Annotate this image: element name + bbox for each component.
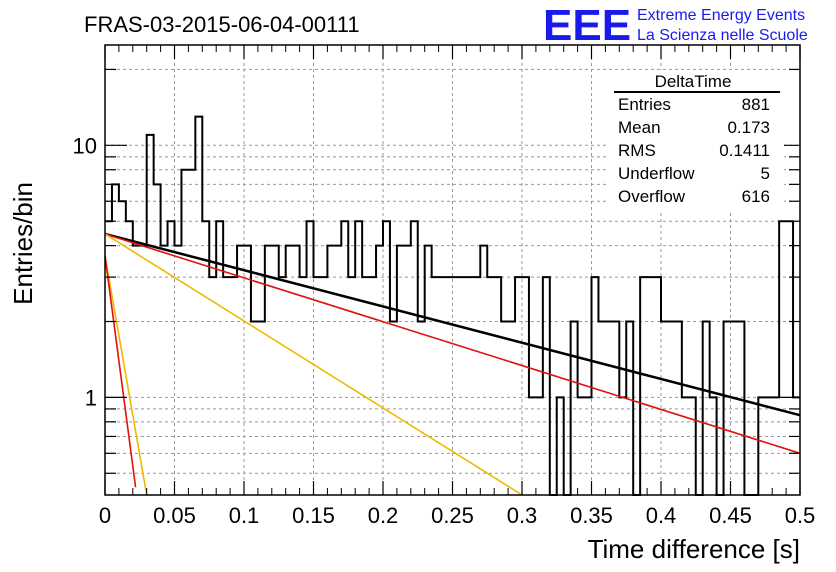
stats-underflow-label: Underflow xyxy=(618,164,695,183)
stats-box-background xyxy=(608,70,784,210)
stats-rms-value: 0.1411 xyxy=(719,141,770,160)
fit-curve-4 xyxy=(104,255,137,488)
x-tick-label: 0.1 xyxy=(229,503,260,528)
plot-title: FRAS-03-2015-06-04-00111 xyxy=(84,12,360,37)
x-tick-label: 0.05 xyxy=(153,503,196,528)
y-axis-label: Entries/bin xyxy=(8,182,38,305)
x-tick-label: 0.4 xyxy=(646,503,677,528)
eee-logo: EEE Extreme Energy Events La Scienza nel… xyxy=(543,1,808,50)
stats-mean-value: 0.173 xyxy=(727,118,770,137)
stats-overflow-value: 616 xyxy=(742,187,770,206)
y-tick-labels: 1 10 xyxy=(73,133,97,410)
stats-mean-label: Mean xyxy=(618,118,661,137)
x-tick-labels: 0 0.05 0.1 0.15 0.2 0.25 0.3 0.35 0.4 0.45 0.5 xyxy=(99,503,815,528)
stats-rms-label: RMS xyxy=(618,141,656,160)
axes xyxy=(104,44,801,496)
x-tick-label: 0.5 xyxy=(785,503,816,528)
x-tick-label: 0.45 xyxy=(709,503,752,528)
x-tick-label: 0 xyxy=(99,503,111,528)
x-tick-label: 0.3 xyxy=(507,503,538,528)
logo-line-1: Extreme Energy Events xyxy=(637,7,805,24)
x-tick-label: 0.15 xyxy=(292,503,335,528)
y-tick-label: 10 xyxy=(73,133,97,158)
x-tick-label: 0.2 xyxy=(368,503,399,528)
logo-line-2: La Scienza nelle Scuole xyxy=(637,27,808,44)
logo-mark: EEE xyxy=(543,1,631,50)
fit-curves xyxy=(104,232,801,496)
fit-curve-3 xyxy=(104,255,148,496)
fit-curve-0 xyxy=(104,232,801,417)
stats-entries-value: 881 xyxy=(742,95,770,114)
stats-overflow-label: Overflow xyxy=(618,187,686,206)
x-tick-label: 0.25 xyxy=(431,503,474,528)
histogram-outline xyxy=(105,115,800,496)
fit-curve-1 xyxy=(104,233,801,455)
fit-curve-2 xyxy=(104,233,523,496)
stats-box-title: DeltaTime xyxy=(655,72,732,91)
x-tick-label: 0.35 xyxy=(570,503,613,528)
x-axis-label: Time difference [s] xyxy=(588,534,800,564)
stats-box: DeltaTime Entries 881 Mean 0.173 RMS 0.1… xyxy=(608,70,784,210)
stats-underflow-value: 5 xyxy=(761,164,770,183)
y-tick-label: 1 xyxy=(85,385,97,410)
histogram-series xyxy=(105,115,800,496)
stats-entries-label: Entries xyxy=(618,95,671,114)
